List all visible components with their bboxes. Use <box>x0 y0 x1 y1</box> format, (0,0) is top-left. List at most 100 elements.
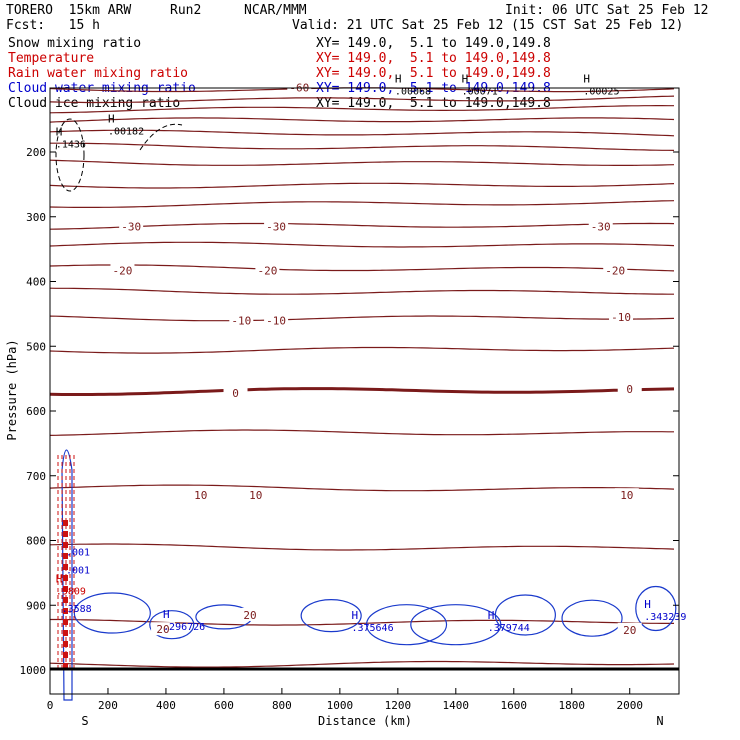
rain-water-core <box>63 619 68 625</box>
isotherm--35 <box>49 200 675 208</box>
x-tick-label: 1600 <box>501 699 528 712</box>
isotherm-label: -10 <box>266 314 286 327</box>
maximum-value: .00025 <box>583 86 619 97</box>
field-name-temperature: Temperature <box>8 51 95 66</box>
y-tick-label: 900 <box>26 599 46 612</box>
model-title: TORERO 15km ARW <box>6 3 132 18</box>
maximum-marker: H <box>56 126 63 139</box>
rain-water-core <box>63 608 68 614</box>
maximum-value: .00068 <box>395 86 431 97</box>
y-tick-label: 800 <box>26 535 46 548</box>
x-tick-label: 400 <box>156 699 176 712</box>
isotherm--52 <box>49 129 675 137</box>
isotherm-label: -30 <box>266 220 286 233</box>
maximum-value: .375646 <box>351 623 393 634</box>
maximum-marker: H <box>488 609 495 622</box>
rain-water-core <box>63 663 68 669</box>
maximum-marker: H <box>108 113 115 126</box>
isotherm-label-bg <box>238 607 263 621</box>
isotherm-label: 10 <box>194 489 207 502</box>
isotherm-20 <box>50 618 674 626</box>
plot-frame <box>49 87 680 695</box>
cloud-water-contour <box>561 599 623 637</box>
x-tick-label: 1800 <box>559 699 586 712</box>
maximum-value: .1436 <box>56 140 86 151</box>
isotherm-5 <box>49 429 674 436</box>
isotherm-label-bg <box>151 622 176 636</box>
field-name-cloud-ice: Cloud ice mixing ratio <box>8 96 181 111</box>
isotherm--25 <box>49 241 675 248</box>
cloud-water-column <box>61 449 73 701</box>
rain-water-core <box>63 630 68 636</box>
isotherm-label: -20 <box>605 264 625 277</box>
isotherm--56 <box>49 105 674 114</box>
isotherm-label: -20 <box>113 264 133 277</box>
south-end-label: S <box>81 714 88 728</box>
y-axis-label: Pressure (hPa) <box>5 339 19 440</box>
cloud-water-layer <box>61 449 677 701</box>
contour-label-layer: -30 -30 -30 -20 -20 -20 -10 -10 -10 0 0 10 10 10 20 20 2… <box>56 72 687 636</box>
maximum-value: .296726 <box>163 622 205 633</box>
rain-water-core <box>63 520 68 526</box>
isotherm-label-bg <box>609 310 634 324</box>
cloud-ice-contour <box>139 123 183 151</box>
maximum-marker: H <box>462 72 469 85</box>
forecast-hour: Fcst: 15 h <box>6 18 100 33</box>
init-time: Init: 06 UTC Sat 25 Feb 12 <box>505 3 709 18</box>
x-tick-label: 2000 <box>616 699 643 712</box>
isotherm-label-bg <box>287 80 312 94</box>
maximum-value: .001 <box>66 547 90 558</box>
x-tick-label: 200 <box>98 699 118 712</box>
field-name-snow: Snow mixing ratio <box>8 36 142 51</box>
isotherm-layer <box>49 87 675 668</box>
isotherm-label-bg <box>255 263 280 277</box>
maximum-value: .3588 <box>62 604 92 615</box>
isotherm-label: 10 <box>249 489 262 502</box>
org-label: NCAR/MMM <box>244 3 307 18</box>
cloud-ice-contour <box>55 118 85 192</box>
isotherm-label: -30 <box>591 220 611 233</box>
isotherm-label-bg <box>264 219 289 233</box>
cloud-water-contour <box>300 599 362 633</box>
isotherm--30 <box>49 222 675 230</box>
y-tick-label: 400 <box>26 276 46 289</box>
y-tick-label: 1000 <box>20 664 47 677</box>
isotherm--50 <box>50 142 675 151</box>
valid-time: Valid: 21 UTC Sat 25 Feb 12 (15 CST Sat … <box>292 18 684 33</box>
isotherm--58 <box>49 95 675 104</box>
isotherm-label-bg <box>264 313 289 327</box>
isotherm--10 <box>49 315 675 322</box>
isotherm-15 <box>49 543 675 551</box>
cloud-water-contour <box>73 592 151 634</box>
cloud-water-contour <box>494 594 556 636</box>
isotherm-label: 20 <box>623 624 636 637</box>
isotherm-label-bg <box>110 263 135 277</box>
rain-water-core <box>63 652 68 658</box>
isotherm-label: 20 <box>243 609 256 622</box>
isotherm-label: -10 <box>611 311 631 324</box>
field-xy-rain: XY= 149.0, 5.1 to 149.0,149.8 <box>316 66 551 81</box>
cloud-water-contour <box>149 610 195 640</box>
y-tick-label: 700 <box>26 470 46 483</box>
rain-water-core <box>63 586 68 592</box>
rain-water-core <box>63 575 68 581</box>
isotherm-10 <box>49 484 675 492</box>
x-tick-label: 800 <box>272 699 292 712</box>
isotherm--20 <box>49 264 675 272</box>
field-xy-temperature: XY= 149.0, 5.1 to 149.0,149.8 <box>316 51 551 66</box>
maximum-value: .00071 <box>462 86 498 97</box>
y-tick-label: 500 <box>26 340 46 353</box>
rain-water-core <box>63 531 68 537</box>
isotherm-label-bg <box>229 313 254 327</box>
isotherm-label-bg <box>588 219 613 233</box>
rain-water-core <box>63 597 68 603</box>
rain-water-core <box>63 641 68 647</box>
maximum-value: .00182 <box>108 127 144 138</box>
isotherm-label-bg <box>614 488 639 502</box>
maximum-marker: H <box>56 572 63 585</box>
cloud-water-contour <box>635 585 677 632</box>
field-xy-snow: XY= 149.0, 5.1 to 149.0,149.8 <box>316 36 551 51</box>
isotherm-label-bg <box>243 488 268 502</box>
